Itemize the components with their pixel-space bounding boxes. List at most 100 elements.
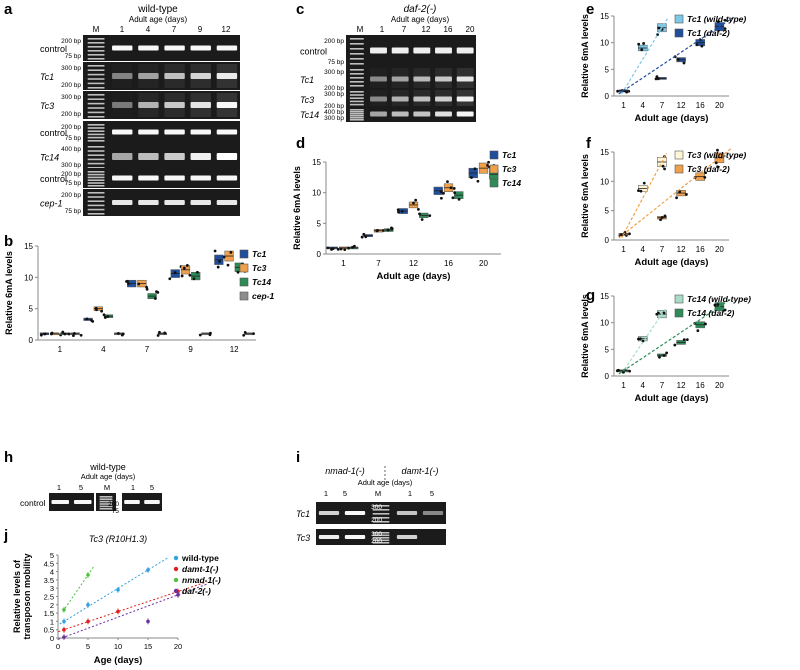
data-point xyxy=(158,330,161,334)
data-point xyxy=(100,309,104,313)
data-point xyxy=(67,332,71,336)
legend-label: Tc1 xyxy=(502,150,517,160)
ladder-band xyxy=(87,94,105,96)
gel-a-lane-label: 9 xyxy=(198,25,203,34)
gel-row-label: Tc1 xyxy=(296,509,310,519)
ladder-band xyxy=(87,116,105,118)
ladder-band xyxy=(87,196,105,198)
marker-label: 75 xyxy=(112,508,120,515)
dna-band xyxy=(138,175,159,181)
data-point xyxy=(155,290,158,294)
gel-h-lane-label: M xyxy=(104,483,110,492)
dna-band xyxy=(190,73,211,79)
y-tick-label: 5 xyxy=(605,207,610,216)
gel-background xyxy=(122,493,162,511)
ladder-band xyxy=(349,63,364,65)
marker-label: 200 xyxy=(108,501,119,508)
y-axis-label: Relative levels of xyxy=(12,559,22,633)
data-point xyxy=(396,208,400,212)
x-tick-label: 1 xyxy=(341,259,346,268)
ladder-band xyxy=(87,50,105,52)
data-point xyxy=(439,190,443,193)
data-point xyxy=(457,197,461,201)
gel-h-lane-label: 1 xyxy=(57,483,61,492)
data-point xyxy=(222,255,226,259)
y-tick-label: 1 xyxy=(50,617,54,626)
gel-background xyxy=(346,88,476,110)
ladder-band xyxy=(87,124,105,126)
ladder-band xyxy=(87,42,105,44)
gel-h-title: wild-type xyxy=(89,462,126,472)
y-tick-label: 0 xyxy=(317,250,322,259)
y-tick-label: 5 xyxy=(317,219,322,228)
legend-marker xyxy=(173,555,179,561)
data-point-wild-type xyxy=(86,603,90,607)
marker-label: 200 bp xyxy=(61,124,81,131)
y-axis-label: Relative 6mA levels xyxy=(580,154,590,238)
dna-band xyxy=(138,129,159,135)
marker-label: 400 bp xyxy=(324,109,344,116)
data-point xyxy=(126,279,129,283)
ladder-band xyxy=(99,496,113,498)
data-point xyxy=(188,273,192,277)
marker-label: 200 bp xyxy=(324,38,344,45)
data-point xyxy=(185,264,189,267)
data-point xyxy=(673,343,677,347)
ladder-band xyxy=(349,117,364,119)
data-point xyxy=(103,316,107,319)
ladder-band xyxy=(87,162,105,165)
data-point xyxy=(655,75,659,79)
ladder-band xyxy=(87,46,105,48)
y-tick-label: 5 xyxy=(29,305,34,314)
legend-label: Tc3 xyxy=(502,164,517,174)
data-point xyxy=(442,191,445,195)
x-tick-label: 12 xyxy=(230,345,239,354)
data-point xyxy=(127,282,130,286)
dna-band xyxy=(190,200,211,205)
gel-panel-i: nmad-1(-) damt-1(-) Adult age (days) 1 5 M 1 5 T… xyxy=(296,466,446,545)
gel-i-lane-label: 5 xyxy=(343,489,347,498)
y-tick-label: 0 xyxy=(605,372,610,381)
gel-c-lane-label: 1 xyxy=(380,25,385,34)
data-point xyxy=(663,167,666,171)
ladder-band xyxy=(87,173,105,176)
data-point xyxy=(696,329,700,333)
data-point xyxy=(116,332,120,335)
gel-background xyxy=(49,493,94,511)
dna-band xyxy=(318,535,340,539)
x-tick-label: 4 xyxy=(101,345,106,354)
gel-row-Tc3 xyxy=(83,91,240,119)
data-point xyxy=(95,308,98,312)
gel-background xyxy=(83,62,240,90)
gel-a-lane-label: 7 xyxy=(172,25,177,34)
ladder-band xyxy=(349,109,364,111)
x-axis-label: Adult age (days) xyxy=(377,271,451,282)
ladder-band xyxy=(349,38,364,40)
y-tick-label: 4.5 xyxy=(44,559,54,568)
data-point xyxy=(196,270,199,274)
data-point xyxy=(723,18,727,22)
gel-row-label: Tc14 xyxy=(40,153,59,163)
x-tick-label: 4 xyxy=(641,381,646,390)
dna-band xyxy=(164,73,185,79)
gel-row-Tc1 xyxy=(346,66,476,92)
y-tick-label: 3.5 xyxy=(44,576,54,585)
y-tick-label: 1.5 xyxy=(44,609,54,618)
x-tick-label: 1 xyxy=(621,245,626,254)
data-point xyxy=(452,187,456,190)
gel-row-label: Tc3 xyxy=(296,533,310,543)
data-point-daf-2(-) xyxy=(176,593,180,597)
data-point xyxy=(620,233,623,237)
dna-band xyxy=(391,76,409,82)
dna-band xyxy=(216,45,238,51)
data-point xyxy=(439,196,443,200)
gel-i-lane-label: M xyxy=(375,489,381,498)
data-point xyxy=(120,333,124,337)
gel-row-label: control xyxy=(40,44,67,54)
data-point xyxy=(714,161,718,165)
x-tick-label: 4 xyxy=(641,101,646,110)
x-tick-label: 20 xyxy=(715,381,724,390)
ladder-band xyxy=(87,69,105,71)
